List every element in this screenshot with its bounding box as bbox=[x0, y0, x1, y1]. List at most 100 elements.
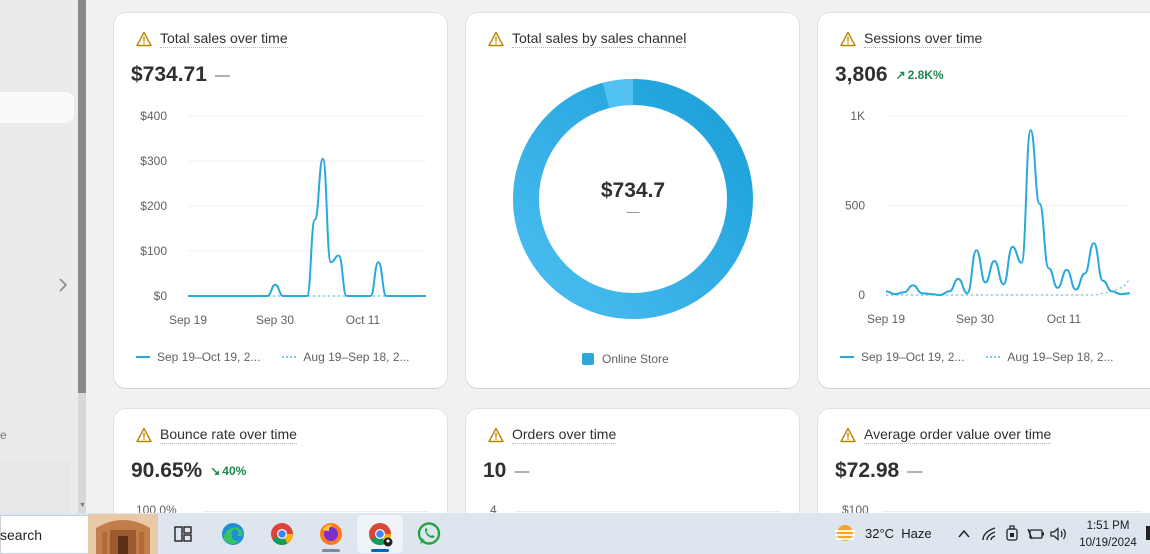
card-header: Sessions over time bbox=[840, 30, 983, 48]
task-view-icon[interactable] bbox=[167, 518, 199, 550]
y-axis-tick-label: $0 bbox=[154, 289, 168, 303]
y-axis-tick-label: $300 bbox=[140, 154, 167, 168]
arrow-up-right-icon: ↗ bbox=[895, 68, 906, 82]
card-title[interactable]: Orders over time bbox=[512, 426, 617, 444]
device-icon[interactable] bbox=[1005, 525, 1019, 543]
solid-line-swatch bbox=[136, 356, 150, 358]
warning-icon bbox=[136, 31, 152, 47]
volume-icon[interactable] bbox=[1050, 527, 1068, 541]
y-axis-tick-label: $200 bbox=[140, 199, 167, 213]
sidebar-scrollbar-track[interactable] bbox=[78, 393, 86, 513]
weather-widget[interactable]: 32°C Haze bbox=[865, 526, 932, 541]
card-title[interactable]: Total sales by sales channel bbox=[512, 30, 687, 48]
weather-haze-icon[interactable] bbox=[833, 523, 857, 545]
chevron-up-icon[interactable] bbox=[957, 528, 971, 540]
dotted-line-swatch bbox=[986, 356, 1001, 358]
weather-temperature: 32°C bbox=[865, 526, 895, 541]
total-sales-chart[interactable]: $400 $300 $200 $100 $0 Sep 19 Sep 30 Oct 11 bbox=[114, 13, 447, 343]
legend-online-store[interactable]: Online Store bbox=[602, 352, 669, 366]
x-axis-tick-label: Oct 11 bbox=[1047, 312, 1082, 326]
solid-line-swatch bbox=[840, 356, 854, 358]
metric-value: 10 — bbox=[483, 459, 529, 483]
sales-channel-card: Total sales by sales channel $734.7 — On… bbox=[466, 13, 799, 388]
firefox-icon[interactable] bbox=[315, 518, 347, 550]
wifi-icon[interactable] bbox=[981, 526, 997, 542]
card-title[interactable]: Average order value over time bbox=[864, 426, 1052, 444]
card-title[interactable]: Bounce rate over time bbox=[160, 426, 297, 444]
y-axis-tick-label: $400 bbox=[140, 109, 167, 123]
bounce-rate-delta: ↘ 40% bbox=[210, 464, 247, 478]
clock-time: 1:51 PM bbox=[1086, 520, 1130, 532]
chevron-right-icon[interactable] bbox=[57, 277, 69, 293]
chrome-icon[interactable] bbox=[266, 518, 298, 550]
card-title[interactable]: Total sales over time bbox=[160, 30, 288, 48]
comparison-dash: — bbox=[214, 66, 230, 84]
scroll-down-arrow-icon[interactable]: ▼ bbox=[79, 502, 86, 509]
warning-icon bbox=[840, 31, 856, 47]
aov-value: $72.98 bbox=[835, 459, 900, 482]
x-axis-tick-label: Oct 11 bbox=[346, 313, 381, 327]
taskbar-search-text[interactable]: search bbox=[0, 527, 43, 543]
total-sales-value: $734.71 bbox=[131, 63, 207, 86]
legend-previous[interactable]: Aug 19–Sep 18, 2... bbox=[282, 350, 410, 364]
search-highlight-image-icon[interactable] bbox=[88, 514, 158, 554]
gridline bbox=[204, 511, 429, 512]
legend-current[interactable]: Sep 19–Oct 19, 2... bbox=[840, 350, 964, 364]
legend-current[interactable]: Sep 19–Oct 19, 2... bbox=[136, 350, 260, 364]
metric-value: $734.71 — bbox=[131, 63, 230, 87]
warning-icon bbox=[488, 427, 504, 443]
card-header: Bounce rate over time bbox=[136, 426, 297, 444]
sidebar-partial-text: e bbox=[0, 428, 7, 442]
warning-icon bbox=[840, 427, 856, 443]
current-period-line bbox=[885, 129, 1131, 297]
sidebar-active-item[interactable] bbox=[0, 92, 74, 123]
card-title[interactable]: Sessions over time bbox=[864, 30, 983, 48]
previous-period-line bbox=[885, 279, 1131, 296]
y-axis-tick: 4 bbox=[490, 503, 497, 517]
card-header: Total sales over time bbox=[136, 30, 288, 48]
chrome-profile-icon[interactable] bbox=[364, 518, 396, 550]
show-desktop-button[interactable] bbox=[1146, 526, 1150, 540]
x-axis-tick-label: Sep 30 bbox=[256, 313, 294, 327]
dotted-line-swatch bbox=[282, 356, 297, 358]
sessions-card: Sessions over time 3,806 ↗ 2.8K% 1K 500 0 S… bbox=[818, 13, 1150, 388]
current-period-line bbox=[187, 157, 426, 298]
donut-center-value: $734.7 bbox=[601, 179, 665, 202]
gridline bbox=[882, 511, 1142, 512]
x-axis-tick-label: Sep 30 bbox=[956, 312, 994, 326]
taskbar-clock[interactable]: 1:51 PM 10/19/2024 bbox=[1066, 518, 1150, 552]
card-header: Orders over time bbox=[488, 426, 617, 444]
total-sales-card: Total sales over time $734.71 — $400 $300… bbox=[114, 13, 447, 388]
comparison-dash: — bbox=[907, 462, 923, 480]
sessions-delta: ↗ 2.8K% bbox=[895, 68, 944, 82]
whatsapp-icon[interactable] bbox=[413, 518, 445, 550]
sidebar-scrollbar-thumb[interactable] bbox=[78, 0, 86, 393]
sidebar-footer bbox=[0, 460, 70, 513]
edge-browser-icon[interactable] bbox=[217, 518, 249, 550]
sales-channel-donut[interactable]: $734.7 — bbox=[466, 13, 799, 343]
clock-date: 10/19/2024 bbox=[1079, 537, 1137, 549]
firefox-running-indicator bbox=[322, 549, 340, 552]
battery-icon[interactable] bbox=[1027, 527, 1045, 541]
y-axis-tick-label: 500 bbox=[845, 199, 865, 213]
comparison-dash: — bbox=[514, 462, 530, 480]
sessions-chart[interactable]: 1K 500 0 Sep 19 Sep 30 Oct 11 bbox=[818, 13, 1150, 343]
weather-description: Haze bbox=[901, 526, 932, 541]
metric-value: 3,806 ↗ 2.8K% bbox=[835, 63, 944, 87]
orders-value: 10 bbox=[483, 459, 507, 482]
chrome-active-indicator bbox=[371, 549, 389, 552]
metric-value: 90.65% ↘ 40% bbox=[131, 459, 246, 483]
card-header: Total sales by sales channel bbox=[488, 30, 687, 48]
card-header: Average order value over time bbox=[840, 426, 1052, 444]
gridline bbox=[516, 511, 781, 512]
donut-highlight bbox=[602, 79, 634, 109]
warning-icon bbox=[136, 427, 152, 443]
x-axis-tick-label: Sep 19 bbox=[867, 312, 905, 326]
y-axis-tick-label: $100 bbox=[140, 244, 167, 258]
chart-legend: Sep 19–Oct 19, 2... Aug 19–Sep 18, 2... bbox=[136, 350, 410, 364]
bounce-rate-value: 90.65% bbox=[131, 459, 203, 482]
chart-legend: Sep 19–Oct 19, 2... Aug 19–Sep 18, 2... bbox=[840, 350, 1114, 364]
sessions-value: 3,806 bbox=[835, 63, 888, 86]
sidebar bbox=[0, 0, 78, 513]
legend-previous[interactable]: Aug 19–Sep 18, 2... bbox=[986, 350, 1114, 364]
